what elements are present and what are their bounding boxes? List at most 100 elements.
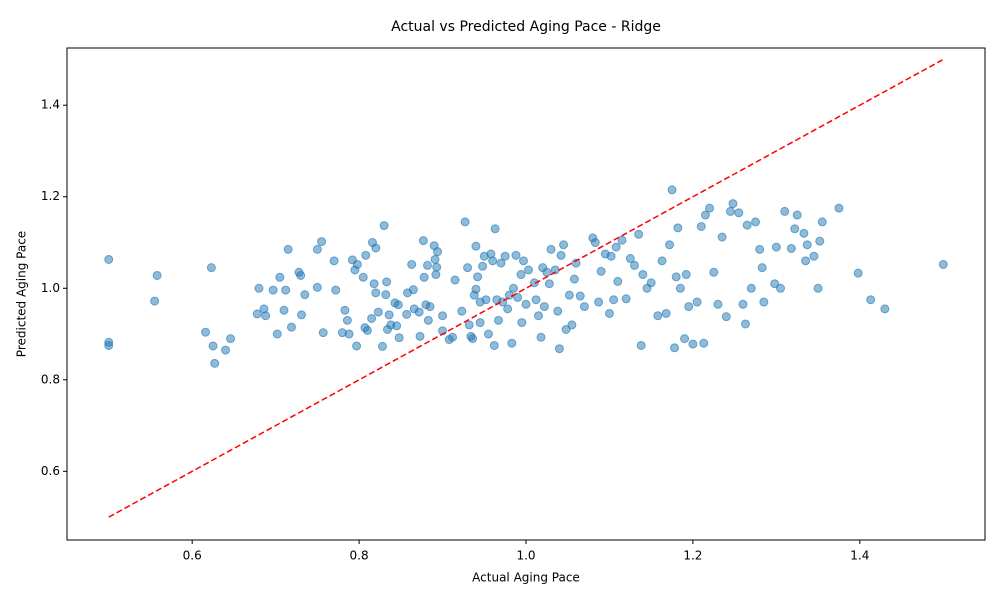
- scatter-point: [483, 329, 493, 339]
- scatter-point: [521, 299, 531, 309]
- scatter-point: [206, 263, 216, 273]
- scatter-point: [478, 261, 488, 271]
- scatter-point: [609, 295, 619, 305]
- scatter-point: [661, 308, 671, 318]
- scatter-point: [524, 265, 534, 275]
- scatter-point: [786, 243, 796, 253]
- scatter-point: [460, 217, 470, 227]
- scatter-point: [408, 285, 418, 295]
- scatter-point: [757, 263, 767, 273]
- scatter-point: [529, 278, 539, 288]
- scatter-point: [150, 296, 160, 306]
- scatter-point: [596, 266, 606, 276]
- scatter-point: [352, 341, 362, 351]
- scatter-point: [517, 318, 527, 328]
- scatter-point: [638, 270, 648, 280]
- scatter-point: [433, 247, 443, 257]
- scatter-point: [771, 242, 781, 252]
- scatter-point: [657, 256, 667, 266]
- scatter-point: [281, 285, 291, 295]
- scatter-point: [675, 283, 685, 293]
- scatter-point: [254, 283, 264, 293]
- scatter-point: [575, 291, 585, 301]
- scatter-point: [646, 278, 656, 288]
- scatter-point: [286, 322, 296, 332]
- scatter-point: [331, 285, 341, 295]
- scatter-point: [813, 283, 823, 293]
- scatter-point: [361, 250, 371, 260]
- scatter-point: [104, 254, 114, 264]
- scatter-point: [463, 263, 473, 273]
- scatter-point: [496, 258, 506, 268]
- scatter-point: [709, 267, 719, 277]
- scatter-point: [423, 260, 433, 270]
- x-tick-label: 1.4: [850, 549, 869, 563]
- scatter-point: [210, 358, 220, 368]
- scatter-point: [751, 217, 760, 227]
- scatter-point: [518, 256, 528, 266]
- scatter-point: [553, 306, 563, 316]
- scatter-point: [358, 272, 368, 282]
- scatter-point: [226, 334, 236, 344]
- scatter-point: [425, 302, 435, 312]
- chart-title: Actual vs Predicted Aging Pace - Ridge: [391, 19, 661, 35]
- scatter-point: [680, 334, 690, 344]
- scatter-point: [713, 299, 723, 309]
- scatter-point: [880, 304, 890, 314]
- y-tick-label: 0.6: [41, 464, 60, 478]
- scatter-point: [507, 338, 517, 348]
- scatter-point: [457, 306, 467, 316]
- scatter-point: [201, 327, 211, 337]
- scatter-point: [481, 295, 491, 305]
- scatter-point: [834, 203, 844, 213]
- scatter-point: [488, 256, 498, 266]
- scatter-point: [152, 270, 162, 280]
- scatter-point: [696, 221, 706, 231]
- scatter-point: [377, 341, 387, 351]
- scatter-point: [625, 254, 635, 264]
- scatter-point: [688, 339, 698, 349]
- scatter-point: [556, 250, 566, 260]
- scatter-point: [717, 232, 727, 242]
- scatter-point: [594, 297, 604, 307]
- scatter-point: [318, 328, 328, 338]
- y-tick-label: 1.2: [41, 189, 60, 203]
- scatter-point: [567, 320, 577, 330]
- scatter-point: [866, 295, 876, 305]
- scatter-point: [393, 300, 403, 310]
- scatter-point: [450, 275, 460, 285]
- scatter-point: [283, 244, 293, 254]
- scatter-point: [503, 304, 513, 314]
- scatter-point: [700, 210, 710, 220]
- y-tick-label: 1.4: [41, 98, 60, 112]
- scatter-point: [728, 199, 738, 209]
- scatter-point: [500, 251, 510, 261]
- scatter-point: [636, 340, 646, 350]
- scatter-point: [468, 334, 478, 344]
- scatter-point: [755, 244, 765, 254]
- scatter-point: [296, 270, 306, 280]
- scatter-point: [809, 251, 819, 261]
- x-tick-label: 0.6: [183, 549, 202, 563]
- scatter-point: [362, 325, 372, 335]
- plot-frame: [66, 47, 986, 541]
- scatter-point: [392, 321, 402, 331]
- scatter-point: [721, 312, 731, 322]
- scatter-point: [853, 268, 863, 278]
- scatter-point: [448, 332, 458, 342]
- scatter-point: [799, 228, 809, 238]
- scatter-point: [611, 242, 621, 252]
- scatter-point: [373, 307, 383, 317]
- scatter-point: [300, 290, 310, 300]
- scatter-point: [272, 329, 282, 339]
- scatter-point: [534, 311, 544, 321]
- scatter-point: [759, 297, 769, 307]
- scatter-point: [384, 310, 394, 320]
- scatter-point: [604, 308, 614, 318]
- scatter-point: [790, 224, 800, 234]
- scatter-point: [344, 329, 354, 339]
- scatter-point: [740, 319, 750, 329]
- scatter-point: [208, 341, 218, 351]
- scatter-point: [438, 311, 448, 321]
